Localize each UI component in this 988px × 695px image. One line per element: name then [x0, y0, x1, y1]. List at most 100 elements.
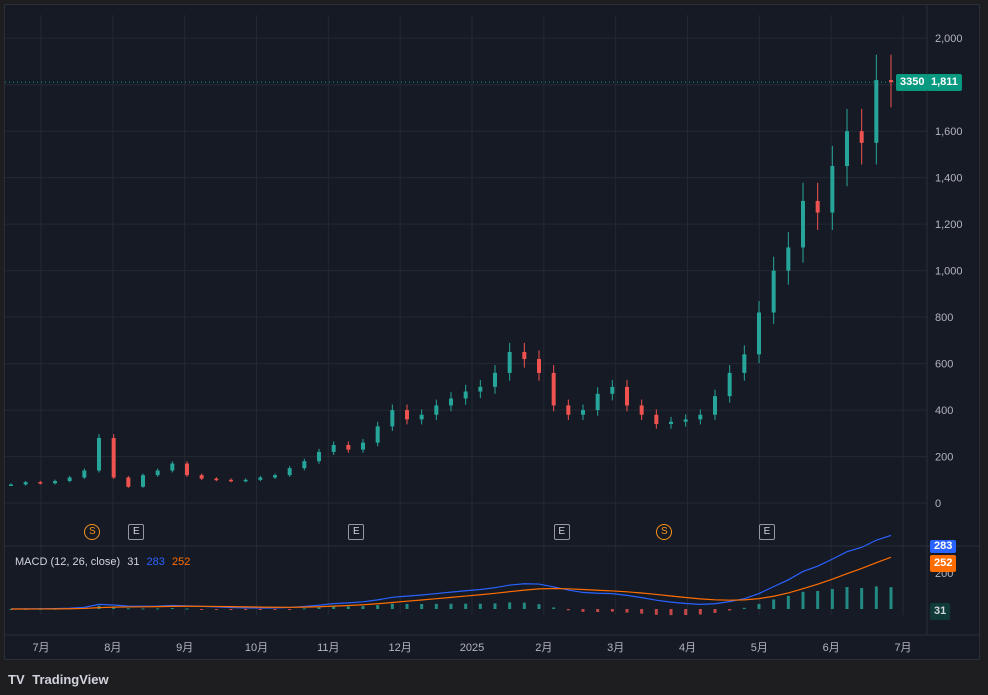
y-tick-label: 1,200 — [935, 219, 963, 231]
macd-histogram-bar — [420, 604, 424, 609]
candle-body — [302, 461, 307, 469]
macd-histogram-bar — [332, 606, 336, 609]
macd-histogram-bar — [581, 609, 585, 612]
candle-body — [713, 396, 717, 415]
candle-body — [229, 479, 233, 482]
candle-body — [595, 393, 600, 411]
earnings-event-icon[interactable]: E — [128, 524, 145, 540]
x-tick-label: 3月 — [607, 642, 624, 654]
macd-histogram-bar — [317, 607, 321, 609]
candle-body — [727, 372, 732, 397]
candle-body — [507, 351, 512, 373]
candle-body — [537, 358, 541, 373]
macd-histogram-bar — [302, 608, 306, 610]
candle-body — [126, 477, 131, 487]
macd-histogram-bar — [390, 603, 394, 609]
candle-body — [478, 386, 483, 392]
candle-body — [771, 270, 776, 313]
candle-body — [801, 200, 805, 248]
macd-line-tag: 283 — [930, 540, 957, 553]
candle-body — [111, 437, 116, 478]
brand[interactable]: TV TradingView — [8, 672, 109, 687]
macd-histogram-bar — [713, 609, 717, 613]
earnings-event-icon[interactable]: E — [348, 524, 365, 540]
macd-legend[interactable]: MACD (12, 26, close) 31 283 252 — [15, 556, 194, 568]
candle-body — [639, 405, 644, 415]
macd-histogram-bar — [522, 602, 526, 609]
candle-body — [375, 426, 380, 443]
candle-body — [9, 484, 13, 486]
x-tick-label: 4月 — [679, 642, 696, 654]
candle-body — [82, 470, 87, 478]
candle-body — [566, 405, 571, 415]
macd-histogram-bar — [141, 608, 145, 610]
macd-histogram-bar — [244, 609, 248, 610]
y-tick-label: 0 — [935, 498, 941, 510]
macd-histogram-bar — [786, 595, 790, 609]
x-tick-label: 11月 — [317, 642, 339, 654]
macd-histogram-bar — [478, 603, 482, 609]
macd-histogram-bar — [874, 586, 878, 609]
candle-body — [53, 480, 57, 484]
candle-body — [38, 482, 43, 484]
macd-histogram-bar — [229, 609, 233, 610]
candle-body — [258, 477, 263, 480]
macd-histogram-bar — [566, 609, 570, 611]
macd-histogram-bar — [9, 609, 13, 610]
earnings-event-icon[interactable]: E — [759, 524, 775, 540]
candle-body — [23, 482, 28, 485]
split-event-icon[interactable]: S — [656, 524, 673, 540]
macd-histogram-bar — [845, 587, 849, 609]
candle-body — [170, 463, 175, 471]
x-tick-label: 9月 — [176, 642, 193, 654]
candle-body — [757, 312, 761, 355]
candle-body — [581, 410, 585, 415]
candle-body — [405, 410, 409, 420]
macd-histogram-bar — [434, 603, 438, 609]
candle-body — [243, 479, 248, 482]
candle-body — [522, 351, 527, 359]
macd-histogram-bar — [214, 609, 218, 610]
candle-body — [551, 372, 556, 406]
macd-histogram-bar — [860, 587, 864, 609]
candle-body — [273, 475, 277, 478]
price-chart[interactable]: 2,0001,8001,6001,4001,2001,0008006004002… — [5, 5, 979, 659]
split-event-icon[interactable]: S — [84, 524, 101, 540]
y-tick-label: 1,000 — [935, 266, 963, 278]
candle-body — [625, 386, 629, 406]
macd-histogram-bar — [493, 603, 497, 609]
x-tick-label: 2025 — [460, 642, 484, 654]
candle-body — [654, 414, 659, 425]
macd-histogram-bar — [185, 608, 189, 610]
brand-name: TradingView — [32, 672, 109, 687]
macd-legend-title: MACD (12, 26, close) — [15, 556, 121, 568]
y-tick-label: 1,600 — [935, 126, 963, 138]
macd-signal-value: 252 — [171, 556, 191, 568]
macd-histogram-bar — [170, 608, 174, 610]
macd-histogram-bar — [728, 609, 732, 611]
macd-histogram-bar — [640, 609, 644, 614]
macd-histogram-bar — [346, 606, 350, 609]
candle-body — [317, 451, 321, 462]
macd-histogram-bar — [361, 606, 365, 609]
candle-body — [287, 468, 292, 476]
candle-body — [434, 405, 439, 415]
candle-body — [199, 475, 204, 479]
candle-body — [874, 80, 879, 143]
volume-tag: 3350 — [896, 74, 929, 91]
macd-histogram-bar — [200, 609, 204, 610]
candle-body — [463, 391, 468, 399]
macd-histogram-bar — [757, 603, 761, 609]
candle-body — [390, 410, 395, 427]
earnings-event-icon[interactable]: E — [553, 524, 570, 540]
macd-histogram-bar — [258, 609, 262, 610]
candle-body — [155, 470, 160, 476]
macd-histogram-bar — [625, 609, 629, 613]
macd-histogram-bar — [816, 591, 820, 609]
candle-body — [141, 475, 145, 487]
macd-histogram-bar — [684, 609, 688, 616]
macd-histogram-bar — [288, 609, 292, 610]
candle-body — [185, 463, 189, 476]
candle-body — [859, 131, 864, 143]
chart-frame[interactable]: 2,0001,8001,6001,4001,2001,0008006004002… — [4, 4, 980, 660]
